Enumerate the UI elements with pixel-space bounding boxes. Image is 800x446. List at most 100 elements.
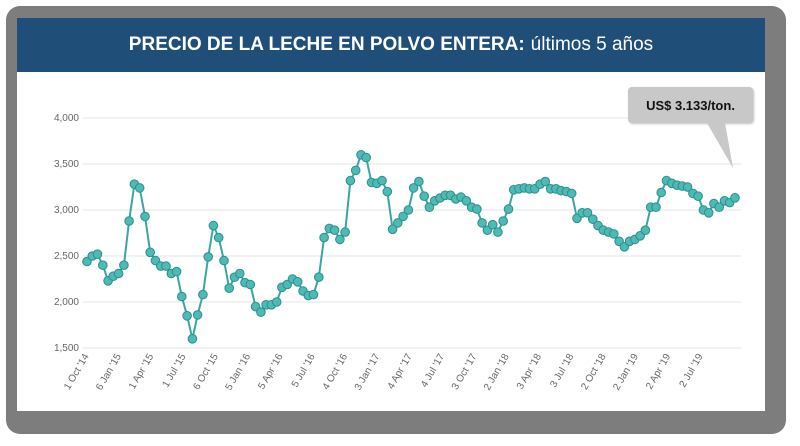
- data-point: [408, 183, 419, 193]
- data-point: [493, 227, 503, 237]
- x-tick-label: 5 Jul '16: [290, 352, 318, 390]
- data-point: [461, 196, 472, 206]
- data-point: [503, 204, 514, 214]
- data-point: [171, 266, 182, 277]
- data-point: [182, 311, 192, 321]
- data-point: [203, 252, 213, 262]
- data-point: [424, 202, 435, 212]
- x-tick-label: 6 Oct '15: [191, 352, 221, 392]
- data-point: [124, 216, 134, 226]
- data-point: [340, 227, 350, 237]
- y-tick-label: 3,000: [54, 205, 79, 216]
- data-point: [208, 220, 219, 231]
- data-point: [640, 225, 651, 235]
- data-point: [329, 225, 340, 235]
- data-point: [292, 277, 303, 287]
- x-tick-label: 1 Jul '15: [161, 352, 189, 390]
- data-point: [419, 191, 430, 201]
- data-point: [219, 255, 229, 266]
- x-tick-label: 6 Jan '15: [94, 352, 124, 393]
- data-point: [161, 261, 171, 271]
- data-point: [398, 211, 408, 222]
- x-axis-ticks: 1 Oct '14 6 Jan '15 1 Apr '15 1 Jul '15 6 Oc…: [62, 352, 706, 393]
- data-point: [582, 208, 593, 218]
- data-point: [609, 229, 619, 239]
- x-tick-label: 5 Apr '16: [256, 352, 285, 392]
- data-point: [487, 219, 498, 230]
- data-point: [235, 268, 245, 279]
- data-point: [319, 232, 329, 243]
- data-point: [361, 152, 372, 163]
- x-tick-label: 2 Oct '18: [579, 352, 609, 392]
- data-point: [192, 310, 203, 320]
- data-point: [308, 289, 319, 300]
- data-point: [350, 165, 361, 176]
- x-tick-label: 3 Apr '18: [515, 352, 544, 392]
- data-point: [245, 279, 256, 290]
- x-tick-label: 4 Jul '17: [419, 352, 447, 390]
- data-point: [387, 224, 398, 235]
- x-tick-label: 5 Jan '16: [224, 352, 254, 393]
- data-point: [414, 176, 424, 187]
- chart-title-rest: últimos 5 años: [530, 34, 654, 55]
- data-point: [693, 191, 703, 201]
- data-point: [498, 216, 509, 226]
- x-tick-label: 2 Apr '19: [644, 352, 673, 392]
- y-tick-label: 1,500: [54, 343, 79, 354]
- x-tick-label: 4 Apr '17: [386, 352, 415, 392]
- callout-label: US$ 3.133/ton.: [646, 97, 735, 113]
- data-point: [314, 272, 324, 282]
- y-tick-label: 4,000: [54, 113, 79, 124]
- data-point: [566, 188, 577, 199]
- data-point: [145, 247, 155, 258]
- data-point: [730, 193, 740, 203]
- price-line: [86, 153, 736, 340]
- x-tick-label: 2 Jul '19: [678, 352, 706, 390]
- data-point: [588, 214, 598, 224]
- data-point: [403, 205, 414, 215]
- data-point: [393, 218, 403, 228]
- x-tick-label: 1 Apr '15: [127, 352, 156, 392]
- x-tick-label: 4 Oct '16: [321, 352, 351, 392]
- y-axis-ticks: 1,500 2,000 2,500 3,000 3,500 4,000: [54, 113, 79, 354]
- data-point: [224, 283, 234, 293]
- data-point: [119, 260, 129, 270]
- x-tick-label: 1 Oct '14: [62, 352, 92, 392]
- data-point: [472, 204, 482, 214]
- data-points: [82, 150, 740, 344]
- y-tick-label: 2,500: [54, 251, 79, 262]
- data-point: [271, 297, 282, 307]
- chart-card: PRECIO DE LA LECHE EN POLVO ENTERA: últi…: [17, 18, 765, 411]
- data-point: [98, 260, 108, 270]
- line-chart: 1,500 2,000 2,500 3,000 3,500 4,000 1 Oct '14…: [54, 113, 741, 393]
- data-point: [335, 234, 345, 245]
- data-point: [377, 175, 387, 186]
- data-point: [477, 218, 487, 228]
- data-point: [256, 307, 266, 317]
- data-point: [651, 202, 661, 212]
- x-tick-label: 2 Jan '18: [482, 352, 512, 393]
- y-tick-label: 3,500: [54, 159, 79, 170]
- data-point: [540, 176, 551, 187]
- x-tick-label: 3 Jul '18: [548, 352, 576, 390]
- data-point: [656, 187, 667, 198]
- x-tick-label: 3 Jan '17: [353, 352, 383, 393]
- data-point: [682, 182, 693, 192]
- data-point: [177, 291, 187, 302]
- data-point: [198, 289, 208, 300]
- data-point: [134, 183, 145, 193]
- data-point: [345, 175, 356, 186]
- data-point: [140, 211, 150, 222]
- x-tick-label: 2 Jan '19: [611, 352, 641, 393]
- chart-title-bold: PRECIO DE LA LECHE EN POLVO ENTERA:: [128, 34, 525, 55]
- data-point: [714, 202, 725, 212]
- data-point: [113, 268, 124, 279]
- data-point: [92, 249, 103, 259]
- x-tick-label: 3 Oct '17: [450, 352, 480, 392]
- y-tick-label: 2,000: [54, 297, 79, 308]
- chart-header: PRECIO DE LA LECHE EN POLVO ENTERA: últi…: [17, 18, 765, 72]
- data-point: [213, 232, 224, 243]
- data-point: [187, 334, 198, 344]
- last-value-callout: US$ 3.133/ton.: [628, 87, 753, 123]
- data-point: [382, 186, 393, 197]
